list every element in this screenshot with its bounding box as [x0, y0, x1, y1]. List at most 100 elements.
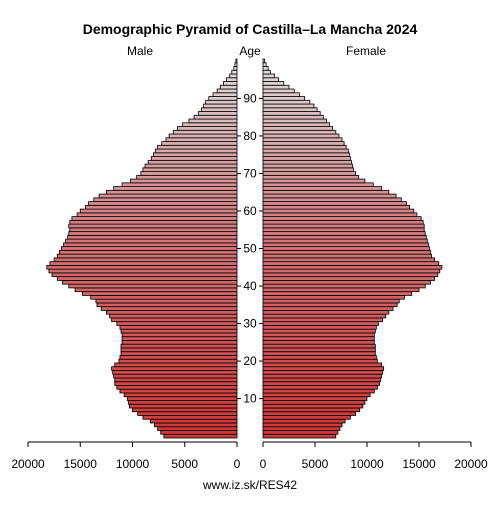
bar-female-age-29 [262, 325, 377, 330]
bar-female-age-99 [262, 62, 267, 67]
bar-female-age-26 [262, 336, 375, 341]
bar-male-age-99 [234, 62, 238, 67]
bar-female-age-54 [262, 231, 426, 236]
bar-male-age-39 [74, 287, 238, 293]
source-label: www.iz.sk/RES42 [202, 478, 297, 492]
bar-female-age-97 [262, 69, 271, 75]
bar-male-age-64 [98, 193, 238, 199]
bar-male-age-41 [62, 279, 238, 285]
bar-female-age-51 [262, 242, 429, 248]
bar-male-age-91 [212, 92, 238, 97]
bar-female-age-78 [262, 141, 345, 146]
bar-male-age-49 [58, 249, 238, 255]
bar-male-age-96 [229, 73, 238, 79]
bar-male-age-1 [160, 430, 238, 435]
bar-female-age-47 [262, 257, 436, 263]
bar-female-age-95 [262, 77, 280, 82]
bar-female-age-67 [262, 182, 374, 187]
bar-female-age-9 [262, 400, 366, 405]
bar-female-age-70 [262, 171, 356, 176]
bar-female-age-65 [262, 189, 390, 195]
age-tick-label-30: 30 [243, 317, 257, 331]
bar-male-age-87 [201, 107, 238, 112]
bar-female-age-14 [262, 381, 380, 386]
bar-female-age-84 [262, 118, 327, 124]
bar-male-age-53 [67, 234, 238, 240]
bar-female-age-86 [262, 111, 321, 116]
male-x-tick-label-10000: 10000 [116, 457, 150, 471]
bar-male-age-72 [144, 163, 238, 169]
bar-female-age-33 [262, 310, 390, 315]
bar-female-age-46 [262, 261, 440, 266]
male-x-tick-label-20000: 20000 [11, 457, 45, 471]
bar-female-age-40 [262, 283, 426, 289]
bar-female-age-60 [262, 208, 415, 214]
bar-male-age-68 [130, 178, 238, 184]
bar-male-age-61 [85, 204, 238, 210]
bar-male-age-95 [226, 77, 238, 82]
bar-female-age-41 [262, 279, 431, 285]
bar-male-age-21 [119, 355, 238, 360]
bar-male-age-37 [90, 295, 238, 300]
x-axis: 0 0 5000 5000 10000 10000 15000 15000 20000 20000 [11, 441, 488, 471]
bar-female-age-16 [262, 373, 382, 379]
bar-female-age-82 [262, 126, 334, 131]
age-tick-label-60: 60 [243, 204, 257, 218]
bar-female-age-13 [262, 385, 378, 390]
bar-male-age-76 [155, 148, 238, 154]
bar-male-age-65 [105, 189, 238, 195]
bar-female-age-30 [262, 321, 379, 326]
bar-male-age-47 [53, 257, 238, 263]
bar-female-age-50 [262, 246, 430, 251]
bar-male-age-23 [120, 347, 238, 353]
bar-female-age-10 [262, 396, 368, 401]
bar-female-age-25 [262, 340, 375, 345]
bar-female-age-83 [262, 122, 330, 127]
bar-female-age-56 [262, 223, 425, 229]
bar-male-age-79 [165, 137, 238, 142]
bar-female-age-64 [262, 193, 397, 199]
female-x-tick-label-5000: 5000 [302, 457, 329, 471]
bar-female-age-28 [262, 328, 376, 334]
bar-female-age-4 [262, 418, 346, 424]
bar-female-age-91 [262, 92, 300, 97]
age-label: Age [239, 44, 261, 58]
age-axis: 10 20 30 40 50 60 70 80 90 [237, 91, 263, 406]
bar-male-age-73 [147, 159, 238, 165]
bar-male-age-18 [111, 366, 238, 371]
bar-female-age-27 [262, 332, 375, 338]
bar-male-age-70 [140, 171, 238, 176]
bar-male-age-80 [168, 133, 238, 139]
male-x-tick-label-15000: 15000 [64, 457, 98, 471]
bar-male-age-83 [182, 122, 238, 127]
bar-female-age-90 [262, 96, 305, 101]
bar-male-age-38 [81, 291, 238, 296]
bar-male-age-35 [96, 302, 238, 308]
bar-male-age-24 [120, 343, 238, 349]
bar-female-age-69 [262, 174, 360, 180]
bar-female-age-68 [262, 178, 366, 184]
male-x-tick-label-0: 0 [234, 457, 241, 471]
bar-male-age-0 [163, 433, 238, 439]
bar-female-age-93 [262, 84, 290, 90]
bar-male-age-30 [116, 321, 238, 326]
bar-female-age-8 [262, 403, 364, 409]
female-x-tick-label-10000: 10000 [350, 457, 384, 471]
bar-female-age-32 [262, 313, 387, 319]
bar-male-age-14 [114, 381, 238, 386]
bar-male-age-32 [109, 313, 238, 319]
bar-male-age-45 [46, 264, 238, 270]
bar-male-age-4 [149, 418, 238, 424]
bar-female-age-23 [262, 347, 376, 353]
bar-male-age-48 [56, 253, 238, 259]
female-x-tick-label-0: 0 [260, 457, 267, 471]
bar-male-age-7 [132, 407, 238, 413]
bar-female-age-71 [262, 167, 354, 172]
bar-male-age-27 [121, 332, 238, 338]
bar-female-age-94 [262, 81, 285, 86]
bar-female-age-77 [262, 144, 347, 150]
bar-male-age-57 [69, 219, 238, 225]
bar-female-age-76 [262, 148, 349, 154]
